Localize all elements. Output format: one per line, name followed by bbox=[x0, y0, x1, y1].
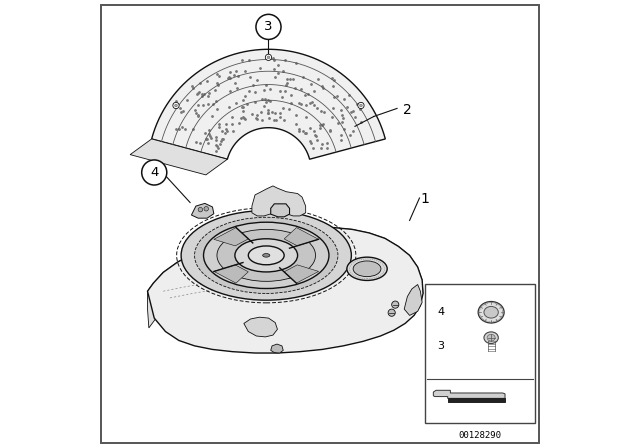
Polygon shape bbox=[152, 49, 385, 159]
Polygon shape bbox=[404, 284, 422, 315]
Ellipse shape bbox=[347, 257, 387, 280]
Polygon shape bbox=[433, 390, 505, 398]
Polygon shape bbox=[214, 228, 248, 246]
Text: 3: 3 bbox=[264, 20, 273, 34]
Circle shape bbox=[267, 56, 270, 59]
Text: 2: 2 bbox=[403, 103, 412, 117]
Ellipse shape bbox=[484, 306, 499, 318]
Circle shape bbox=[358, 102, 364, 108]
Text: 4: 4 bbox=[437, 307, 444, 317]
Ellipse shape bbox=[478, 302, 504, 323]
Polygon shape bbox=[252, 186, 306, 216]
Polygon shape bbox=[148, 228, 423, 353]
Polygon shape bbox=[284, 265, 319, 283]
Ellipse shape bbox=[248, 246, 284, 265]
Text: 3: 3 bbox=[437, 341, 444, 351]
Polygon shape bbox=[148, 228, 423, 328]
Circle shape bbox=[198, 207, 203, 212]
Circle shape bbox=[141, 160, 167, 185]
Polygon shape bbox=[271, 204, 289, 217]
Ellipse shape bbox=[484, 332, 499, 344]
Polygon shape bbox=[284, 228, 319, 246]
Ellipse shape bbox=[487, 334, 495, 341]
Polygon shape bbox=[214, 265, 248, 283]
Circle shape bbox=[392, 301, 399, 308]
Ellipse shape bbox=[235, 239, 298, 272]
Ellipse shape bbox=[181, 211, 351, 300]
Ellipse shape bbox=[195, 217, 338, 293]
Circle shape bbox=[256, 14, 281, 39]
Polygon shape bbox=[244, 317, 278, 337]
Bar bbox=[425, 284, 535, 423]
Polygon shape bbox=[130, 139, 227, 175]
Polygon shape bbox=[271, 344, 284, 353]
Text: 4: 4 bbox=[150, 166, 159, 179]
Circle shape bbox=[175, 104, 177, 107]
Ellipse shape bbox=[262, 254, 270, 257]
Polygon shape bbox=[448, 398, 505, 402]
Ellipse shape bbox=[353, 261, 381, 276]
Text: 1: 1 bbox=[421, 192, 429, 207]
Circle shape bbox=[204, 207, 209, 211]
Circle shape bbox=[266, 54, 271, 60]
Circle shape bbox=[360, 104, 362, 107]
Circle shape bbox=[388, 309, 396, 316]
Ellipse shape bbox=[217, 229, 316, 281]
Circle shape bbox=[173, 102, 179, 108]
Polygon shape bbox=[191, 203, 214, 218]
Text: 00128290: 00128290 bbox=[459, 431, 502, 440]
Ellipse shape bbox=[204, 222, 329, 289]
